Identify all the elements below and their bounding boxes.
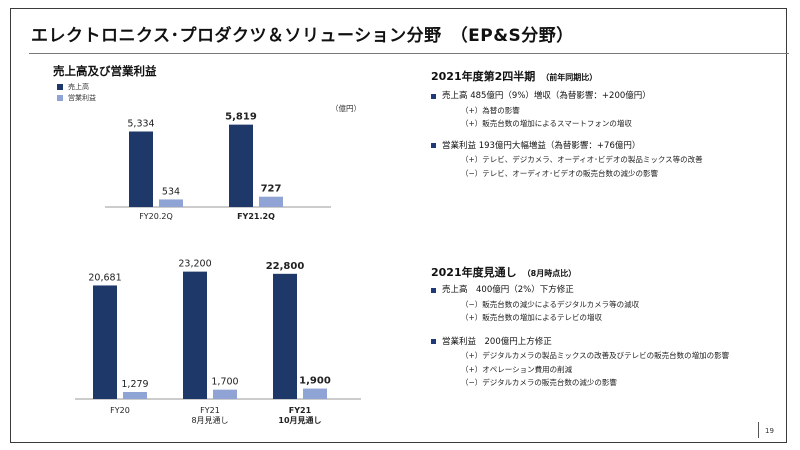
profit-value-label: 1,279 bbox=[121, 379, 148, 390]
profit-value-label: 534 bbox=[162, 186, 180, 197]
sales-bar bbox=[93, 285, 117, 399]
category-label: FY21 bbox=[200, 406, 220, 415]
slide-title: エレクトロニクス･プロダクツ＆ソリューション分野 （EP&S分野） bbox=[31, 26, 574, 46]
q2-sales-sub-1: （+）為替の影響 bbox=[461, 105, 520, 115]
legend-sales: 売上高 bbox=[57, 81, 96, 92]
profit-bar bbox=[123, 391, 147, 399]
fy-profit-sub-1: （+）デジタルカメラの製品ミックスの改善及びテレビの販売台数の増加の影響 bbox=[461, 351, 730, 360]
category-label: FY21 bbox=[289, 406, 312, 415]
bullet-square bbox=[431, 143, 436, 149]
fy-outlook: 2021年度見通し （8月時点比） 売上高 400億円（2%）下方修正 （−）販売… bbox=[431, 267, 729, 387]
profit-bar bbox=[159, 199, 183, 207]
legend-sales-swatch bbox=[57, 83, 63, 90]
sales-bar bbox=[183, 271, 207, 399]
q2-sales-text: 売上高 485億円（9%）増収（為替影響：+200億円） bbox=[442, 91, 651, 101]
fy-sales-item: 売上高 400億円（2%）下方修正 bbox=[431, 286, 729, 295]
sales-value-label: 20,681 bbox=[88, 272, 121, 283]
legend-profit-label: 営業利益 bbox=[68, 93, 96, 102]
unit-label: （億円） bbox=[331, 104, 361, 113]
fy-profit-text: 営業利益 200億円上方修正 bbox=[442, 336, 552, 347]
slide: エレクトロニクス･プロダクツ＆ソリューション分野 （EP&S分野） 売上高及び営… bbox=[10, 8, 789, 443]
fy-profit-item: 営業利益 200億円上方修正 bbox=[431, 336, 729, 347]
sales-bar bbox=[129, 131, 153, 207]
sales-bar bbox=[229, 124, 253, 207]
sales-value-label: 5,819 bbox=[225, 112, 257, 123]
bullet-square bbox=[431, 339, 436, 345]
sales-value-label: 22,800 bbox=[266, 261, 305, 272]
profit-bar bbox=[303, 388, 327, 399]
chart-section-heading: 売上高及び営業利益 bbox=[53, 64, 157, 78]
fy-heading-text: 2021年度見通し bbox=[431, 266, 517, 279]
fy-sales-sub-1: （−）販売台数の減少によるデジタルカメラ等の減収 bbox=[461, 299, 640, 309]
fy-sales-sub-2: （+）販売台数の増加によるテレビの増収 bbox=[461, 313, 603, 322]
profit-bar bbox=[259, 196, 283, 207]
profit-value-label: 1,700 bbox=[211, 377, 238, 388]
legend-sales-label: 売上高 bbox=[68, 82, 89, 91]
category-label: 10月見通し bbox=[278, 415, 321, 425]
fy-heading-sub: （8月時点比） bbox=[522, 269, 577, 278]
q2-profit-item: 営業利益 193億円大幅増益（為替影響：+76億円） bbox=[431, 140, 703, 151]
quarterly-bar-chart: 5,334 534 FY20.2Q 5,819 727 FY21.2Q bbox=[101, 97, 341, 231]
profit-bar bbox=[213, 389, 237, 399]
bullet-square bbox=[431, 287, 436, 293]
q2-profit-sub-1: （+）テレビ、デジカメラ、オーディオ･ビデオの製品ミックス等の改善 bbox=[461, 155, 703, 164]
full-year-bar-chart: 20,681 1,279 FY20 23,200 1,700 FY21 8月見通し 22,80… bbox=[71, 239, 371, 438]
sales-value-label: 5,334 bbox=[127, 119, 154, 130]
fy-heading: 2021年度見通し （8月時点比） bbox=[431, 267, 729, 278]
q2-sales-sub-2: （+）販売台数の増加によるスマートフォンの増収 bbox=[461, 119, 632, 128]
q2-heading: 2021年度第2四半期 （前年同期比） bbox=[431, 71, 703, 82]
q2-profit-text: 営業利益 193億円大幅増益（為替影響：+76億円） bbox=[442, 140, 641, 151]
profit-value-label: 1,900 bbox=[299, 376, 331, 387]
fy-profit-sub-3: （−）デジタルカメラの販売台数の減少の影響 bbox=[461, 378, 617, 387]
chart-legend: 売上高 営業利益 bbox=[57, 81, 96, 103]
category-label: 8月見通し bbox=[191, 415, 228, 425]
category-label: FY20.2Q bbox=[139, 212, 173, 221]
legend-profit: 営業利益 bbox=[57, 92, 96, 103]
page-number: 19 bbox=[765, 427, 774, 435]
category-label: FY21.2Q bbox=[237, 212, 275, 221]
title-divider bbox=[29, 53, 789, 54]
profit-value-label: 727 bbox=[261, 184, 282, 195]
q2-heading-sub: （前年同期比） bbox=[541, 73, 598, 82]
bullet-square bbox=[431, 93, 436, 99]
q2-summary: 2021年度第2四半期 （前年同期比） 売上高 485億円（9%）増収（為替影響：… bbox=[431, 71, 703, 177]
q2-heading-text: 2021年度第2四半期 bbox=[431, 70, 536, 83]
fy-sales-text: 売上高 400億円（2%）下方修正 bbox=[442, 285, 574, 295]
sales-bar bbox=[273, 273, 297, 399]
category-label: FY20 bbox=[110, 406, 130, 415]
q2-profit-sub-2: （−）テレビ、オーディオ･ビデオの販売台数の減少の影響 bbox=[461, 168, 659, 178]
page-number-divider bbox=[758, 422, 759, 438]
fy-profit-sub-2: （+）オペレーション費用の削減 bbox=[461, 364, 573, 374]
legend-profit-swatch bbox=[57, 94, 63, 101]
sales-value-label: 23,200 bbox=[178, 259, 211, 270]
q2-sales-item: 売上高 485億円（9%）増収（為替影響：+200億円） bbox=[431, 92, 703, 101]
